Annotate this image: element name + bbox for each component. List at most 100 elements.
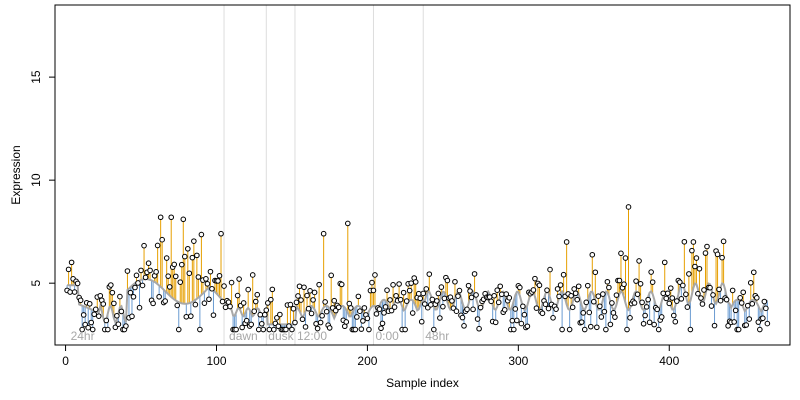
data-point	[655, 326, 662, 333]
data-point	[584, 282, 591, 289]
data-point	[426, 271, 433, 277]
data-point	[331, 297, 338, 304]
data-point	[157, 214, 164, 221]
data-point	[166, 284, 173, 290]
data-point	[740, 289, 747, 296]
data-point	[695, 290, 701, 297]
data-point	[130, 293, 137, 300]
data-point	[624, 326, 630, 333]
data-point	[575, 283, 582, 290]
data-point	[672, 318, 679, 325]
data-point	[474, 316, 481, 322]
data-point	[750, 269, 757, 276]
data-point	[319, 312, 325, 319]
data-point	[344, 220, 351, 227]
data-point	[512, 306, 519, 312]
data-point	[269, 286, 276, 293]
data-point	[560, 271, 567, 278]
data-point	[71, 289, 78, 295]
data-point	[723, 296, 730, 303]
data-point	[559, 326, 565, 333]
data-point	[181, 253, 188, 260]
data-point	[406, 287, 413, 294]
data-point	[139, 282, 146, 289]
data-point	[268, 296, 274, 303]
data-point	[542, 301, 549, 308]
data-point	[228, 279, 235, 286]
data-point	[714, 251, 721, 258]
y-tick-label: 5	[29, 280, 43, 287]
data-point	[109, 289, 116, 296]
data-point	[86, 300, 93, 307]
data-point	[554, 286, 561, 292]
data-point	[574, 296, 580, 303]
data-point	[738, 300, 745, 306]
data-point	[338, 281, 345, 288]
data-point	[423, 286, 430, 292]
data-point	[444, 277, 451, 284]
data-point	[556, 293, 562, 300]
data-point	[403, 298, 410, 304]
data-point	[233, 326, 239, 333]
data-point	[271, 326, 277, 333]
data-point	[136, 304, 143, 311]
data-point	[88, 319, 95, 326]
data-point	[387, 297, 393, 303]
data-point	[147, 267, 153, 274]
data-point	[612, 314, 618, 320]
data-point	[639, 299, 645, 306]
data-point	[114, 312, 120, 319]
data-point	[123, 323, 129, 329]
data-point	[168, 214, 175, 221]
data-point	[372, 272, 378, 278]
data-point	[293, 299, 300, 306]
data-point	[731, 319, 737, 325]
data-point	[222, 304, 229, 311]
data-point	[316, 281, 322, 288]
data-point	[201, 300, 208, 306]
data-point	[307, 288, 313, 294]
data-point	[311, 289, 318, 296]
data-point	[397, 296, 404, 303]
data-point	[597, 303, 603, 310]
data-point	[667, 285, 674, 291]
data-point	[108, 282, 114, 288]
data-point	[467, 288, 473, 294]
data-point	[637, 281, 644, 287]
data-point	[251, 308, 258, 315]
data-point	[393, 292, 399, 299]
data-point	[80, 312, 87, 318]
data-point	[518, 320, 525, 327]
data-point	[491, 292, 497, 299]
data-point	[506, 295, 513, 301]
data-point	[274, 315, 280, 321]
data-point	[252, 298, 259, 305]
data-point	[459, 314, 466, 321]
data-point	[260, 326, 267, 333]
data-point	[649, 279, 656, 285]
data-point	[261, 311, 268, 318]
data-point	[633, 278, 639, 284]
data-point	[517, 284, 523, 291]
data-point	[753, 295, 760, 301]
data-point	[348, 305, 354, 311]
data-point	[578, 319, 585, 325]
data-point	[710, 292, 716, 298]
data-point	[568, 292, 574, 299]
data-point	[175, 326, 182, 333]
data-point	[355, 293, 362, 300]
data-point	[586, 309, 593, 316]
data-point	[677, 279, 683, 285]
data-point	[103, 317, 110, 324]
data-point	[381, 310, 387, 316]
y-axis-title: Expression	[9, 145, 23, 204]
data-point	[328, 272, 334, 279]
data-point	[77, 297, 84, 304]
y-tick-label: 15	[29, 70, 43, 84]
data-point	[209, 285, 215, 292]
data-point	[100, 301, 107, 307]
data-point	[412, 279, 419, 285]
data-point	[357, 308, 363, 315]
plot-frame	[54, 4, 791, 346]
data-point	[133, 272, 140, 279]
